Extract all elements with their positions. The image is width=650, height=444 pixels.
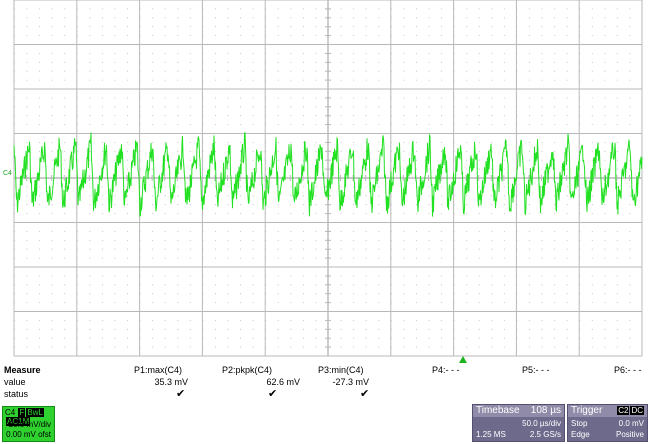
- param-p3-value: -27.3 mV: [332, 377, 369, 387]
- channel-c4-descriptor[interactable]: C4 F BwLAC1M 20.0 mV/div 0.00 mV ofst: [2, 406, 55, 442]
- timebase-tdiv-row: 50.0 µs/div: [476, 419, 561, 430]
- param-p2-value: 62.6 mV: [266, 377, 300, 387]
- timebase-rate: 2.5 GS/s: [529, 430, 561, 439]
- trigger-coupling: DC: [630, 406, 644, 415]
- timebase-delay: 108 µs: [530, 405, 561, 416]
- c4-trace: [13, 132, 643, 218]
- channel-tag-filter: F: [18, 408, 26, 417]
- channel-name: C4: [5, 408, 16, 417]
- channel-marker-c4: C4: [3, 170, 12, 177]
- trigger-type: Edge: [571, 430, 590, 439]
- trigger-type-row: Edge Positive: [571, 430, 644, 441]
- param-p3-name[interactable]: P3:min(C4): [318, 365, 364, 375]
- channel-vdiv: 20.0 mV/div: [8, 420, 51, 429]
- param-p3-status-icon: ✔: [360, 388, 370, 400]
- trigger-position-marker-icon[interactable]: [459, 356, 467, 363]
- param-p1-name[interactable]: P1:max(C4): [134, 365, 183, 375]
- param-p2-status-icon: ✔: [268, 388, 278, 400]
- trigger-mode: Stop: [571, 419, 588, 428]
- status-row-label: status: [4, 389, 29, 399]
- waveform-display[interactable]: C4: [0, 0, 650, 360]
- timebase-panel[interactable]: Timebase 108 µs 50.0 µs/div 1.25 MS 2.5 …: [472, 404, 565, 442]
- trigger-source-tags: C2 DC: [617, 405, 644, 416]
- timebase-samples: 1.25 MS: [476, 430, 506, 439]
- channel-offset: 0.00 mV ofst: [6, 430, 51, 439]
- param-p2-name[interactable]: P2:pkpk(C4): [222, 365, 273, 375]
- param-p1-value: 35.3 mV: [154, 377, 188, 387]
- param-p4-name[interactable]: P4:- - -: [432, 365, 460, 375]
- trigger-panel[interactable]: Trigger C2 DC Stop 0.0 mV Edge Positive: [567, 404, 648, 442]
- param-p5-name[interactable]: P5:- - -: [522, 365, 550, 375]
- trigger-level: 0.0 mV: [618, 419, 644, 428]
- timebase-header: Timebase 108 µs: [473, 405, 564, 417]
- timebase-label: Timebase: [476, 405, 520, 416]
- trigger-slope: Positive: [615, 430, 644, 439]
- channel-tag-coupling: AC1M: [6, 417, 31, 426]
- param-p1-status-icon: ✔: [176, 388, 186, 400]
- trigger-mode-row: Stop 0.0 mV: [571, 419, 644, 430]
- value-row-label: value: [4, 377, 26, 387]
- timebase-rate-row: 1.25 MS 2.5 GS/s: [476, 430, 561, 441]
- measure-heading: Measure: [4, 365, 41, 375]
- channel-tag-bandwidth: BwL: [26, 408, 44, 417]
- measure-table: Measure value status P1:max(C4) 35.3 mV …: [0, 365, 650, 403]
- trigger-source: C2: [617, 406, 630, 415]
- channel-c4-header: C4 F BwLAC1M: [5, 408, 54, 426]
- param-p6-name[interactable]: P6:- - -: [614, 365, 642, 375]
- timebase-tdiv: 50.0 µs/div: [522, 419, 561, 428]
- trigger-header: Trigger C2 DC: [568, 405, 647, 417]
- trigger-label: Trigger: [571, 405, 603, 416]
